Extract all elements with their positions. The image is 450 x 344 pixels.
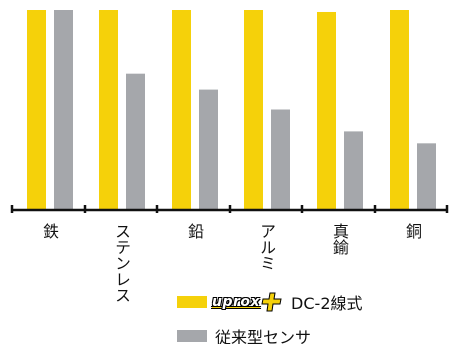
legend-label-conventional: 従来型センサ [215, 328, 312, 344]
bar-uprox-3 [244, 10, 263, 209]
x-tick-label: アルミ [257, 223, 276, 271]
x-tick-label: ステンレス [112, 223, 131, 303]
x-tick-label: 真鍮 [330, 223, 349, 255]
bar-uprox-1 [99, 10, 118, 209]
x-tick-label: 鉄 [40, 223, 59, 239]
bar-conventional-0 [54, 10, 73, 209]
uprox-logo: uprox [212, 292, 283, 312]
plus-icon [261, 292, 282, 312]
bar-conventional-3 [271, 109, 290, 209]
bar-conventional-4 [344, 131, 363, 209]
legend-swatch-yellow [177, 296, 207, 308]
uprox-logo-text: uprox [212, 294, 261, 310]
bar-conventional-1 [126, 73, 145, 210]
bar-uprox-0 [27, 10, 46, 209]
bar-uprox-2 [172, 10, 191, 209]
x-axis [10, 205, 449, 213]
legend-item-uprox: uprox DC-2線式 [177, 290, 363, 314]
bar-uprox-5 [390, 10, 409, 209]
bar-conventional-5 [417, 143, 436, 209]
legend-label-dc2: DC-2線式 [291, 294, 363, 313]
bars-group [27, 10, 436, 210]
legend-swatch-gray [177, 330, 207, 342]
x-tick-label: 鉛 [185, 223, 204, 239]
bar-conventional-2 [199, 89, 218, 209]
legend-item-conventional: 従来型センサ [177, 324, 311, 344]
x-tick-label: 銅 [403, 223, 422, 239]
bar-uprox-4 [317, 11, 336, 209]
